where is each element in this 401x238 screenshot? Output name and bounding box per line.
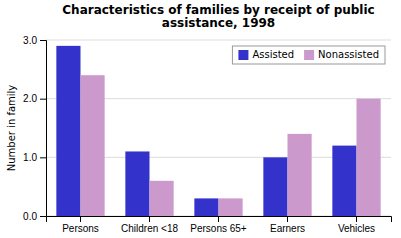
x-axis-line [47,217,392,223]
bars [56,46,380,216]
legend-label: Nonassisted [318,49,379,60]
x-tick-mark [80,216,81,222]
x-tick: Vehicles [338,216,375,234]
bar [56,46,80,216]
x-tick-mark [287,216,288,222]
bar [263,157,287,216]
x-tick-label: Children <18 [121,223,178,234]
x-tick-label: Persons 65+ [190,223,247,234]
x-tick: Persons 65+ [190,216,247,234]
bar [219,198,243,216]
y-axis-line [40,41,47,217]
y-tick-label: 0.0 [23,211,37,222]
bar [332,146,356,216]
x-tick-mark [149,216,150,222]
bar [125,151,149,216]
title-line: assistance, 1998 [162,16,275,30]
plot: 0.0 1.0 2.0 3.0 Persons Children <18 Persons 6… [23,35,391,234]
x-tick: Earners [270,216,305,234]
legend-box [232,46,385,64]
bar [81,75,105,216]
y-tick: 3.0 [23,35,46,46]
y-tick-label: 3.0 [23,35,37,46]
y-tick-label: 1.0 [23,152,37,163]
legend-swatch [304,50,314,60]
bar [288,134,312,216]
y-tick-mark [40,40,46,41]
x-tick: Children <18 [121,216,178,234]
y-axis: 0.0 1.0 2.0 3.0 [23,35,46,222]
bar [357,99,381,216]
legend-swatch [238,50,248,60]
y-tick: 0.0 [23,211,46,222]
x-tick-mark [218,216,219,222]
x-tick-label: Earners [270,223,305,234]
y-tick-mark [40,99,46,100]
y-axis-label: Number in family [6,85,17,172]
y-tick-mark [40,157,46,158]
x-tick-mark [356,216,357,222]
bar [150,181,174,216]
y-tick-mark [40,216,46,217]
title-line: Characteristics of families by receipt o… [62,3,374,17]
y-tick: 1.0 [23,152,46,163]
y-tick: 2.0 [23,93,46,104]
x-axis: Persons Children <18 Persons 65+ Earners Veh… [47,216,392,234]
x-tick-label: Persons [62,223,99,234]
grid-line [46,40,391,41]
x-tick-label: Vehicles [338,223,375,234]
legend: Assisted Nonassisted [232,46,385,64]
title: Characteristics of families by receipt o… [62,3,374,30]
legend-label: Assisted [252,49,294,60]
grid [46,40,391,216]
bar [194,198,218,216]
x-tick: Persons [62,216,99,234]
chart: Characteristics of families by receipt o… [0,0,401,238]
y-tick-label: 2.0 [23,93,37,104]
